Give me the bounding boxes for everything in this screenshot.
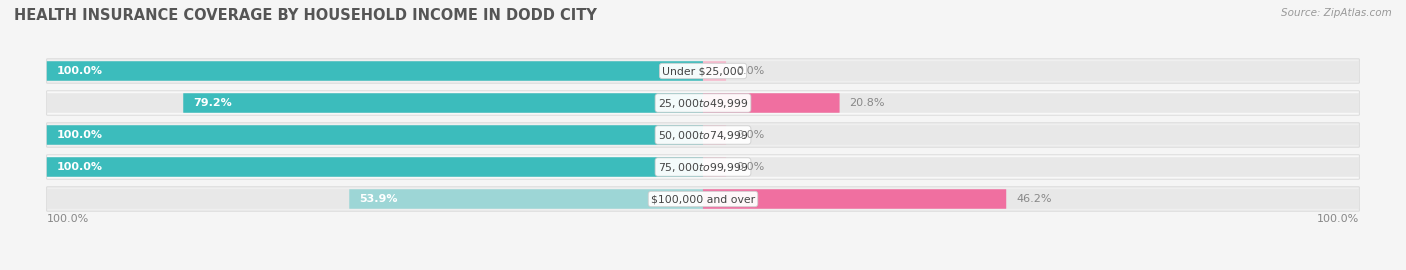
FancyBboxPatch shape bbox=[46, 189, 703, 209]
Text: $75,000 to $99,999: $75,000 to $99,999 bbox=[658, 160, 748, 174]
FancyBboxPatch shape bbox=[703, 61, 1360, 81]
Text: 100.0%: 100.0% bbox=[46, 214, 89, 224]
FancyBboxPatch shape bbox=[46, 187, 1360, 211]
FancyBboxPatch shape bbox=[46, 155, 1360, 179]
Text: 100.0%: 100.0% bbox=[56, 130, 103, 140]
FancyBboxPatch shape bbox=[703, 189, 1007, 209]
FancyBboxPatch shape bbox=[46, 157, 703, 177]
Text: 100.0%: 100.0% bbox=[1317, 214, 1360, 224]
Text: 79.2%: 79.2% bbox=[193, 98, 232, 108]
FancyBboxPatch shape bbox=[703, 157, 1360, 177]
FancyBboxPatch shape bbox=[703, 93, 1360, 113]
FancyBboxPatch shape bbox=[183, 93, 703, 113]
FancyBboxPatch shape bbox=[46, 61, 703, 81]
FancyBboxPatch shape bbox=[703, 61, 725, 81]
Text: 46.2%: 46.2% bbox=[1017, 194, 1052, 204]
FancyBboxPatch shape bbox=[349, 189, 703, 209]
FancyBboxPatch shape bbox=[46, 123, 1360, 147]
Text: Under $25,000: Under $25,000 bbox=[662, 66, 744, 76]
Text: 20.8%: 20.8% bbox=[849, 98, 884, 108]
Text: $25,000 to $49,999: $25,000 to $49,999 bbox=[658, 96, 748, 110]
Text: 0.0%: 0.0% bbox=[735, 66, 763, 76]
Text: 53.9%: 53.9% bbox=[359, 194, 398, 204]
FancyBboxPatch shape bbox=[46, 157, 703, 177]
FancyBboxPatch shape bbox=[703, 125, 725, 145]
Text: $100,000 and over: $100,000 and over bbox=[651, 194, 755, 204]
Text: Source: ZipAtlas.com: Source: ZipAtlas.com bbox=[1281, 8, 1392, 18]
FancyBboxPatch shape bbox=[46, 93, 703, 113]
FancyBboxPatch shape bbox=[46, 125, 703, 145]
Text: 0.0%: 0.0% bbox=[735, 130, 763, 140]
FancyBboxPatch shape bbox=[46, 125, 703, 145]
Text: $50,000 to $74,999: $50,000 to $74,999 bbox=[658, 129, 748, 141]
FancyBboxPatch shape bbox=[46, 59, 1360, 83]
FancyBboxPatch shape bbox=[46, 91, 1360, 115]
FancyBboxPatch shape bbox=[703, 125, 1360, 145]
Text: HEALTH INSURANCE COVERAGE BY HOUSEHOLD INCOME IN DODD CITY: HEALTH INSURANCE COVERAGE BY HOUSEHOLD I… bbox=[14, 8, 598, 23]
FancyBboxPatch shape bbox=[703, 93, 839, 113]
Text: 100.0%: 100.0% bbox=[56, 66, 103, 76]
Text: 100.0%: 100.0% bbox=[56, 162, 103, 172]
FancyBboxPatch shape bbox=[46, 61, 703, 81]
Text: 0.0%: 0.0% bbox=[735, 162, 763, 172]
FancyBboxPatch shape bbox=[703, 189, 1360, 209]
FancyBboxPatch shape bbox=[703, 157, 725, 177]
